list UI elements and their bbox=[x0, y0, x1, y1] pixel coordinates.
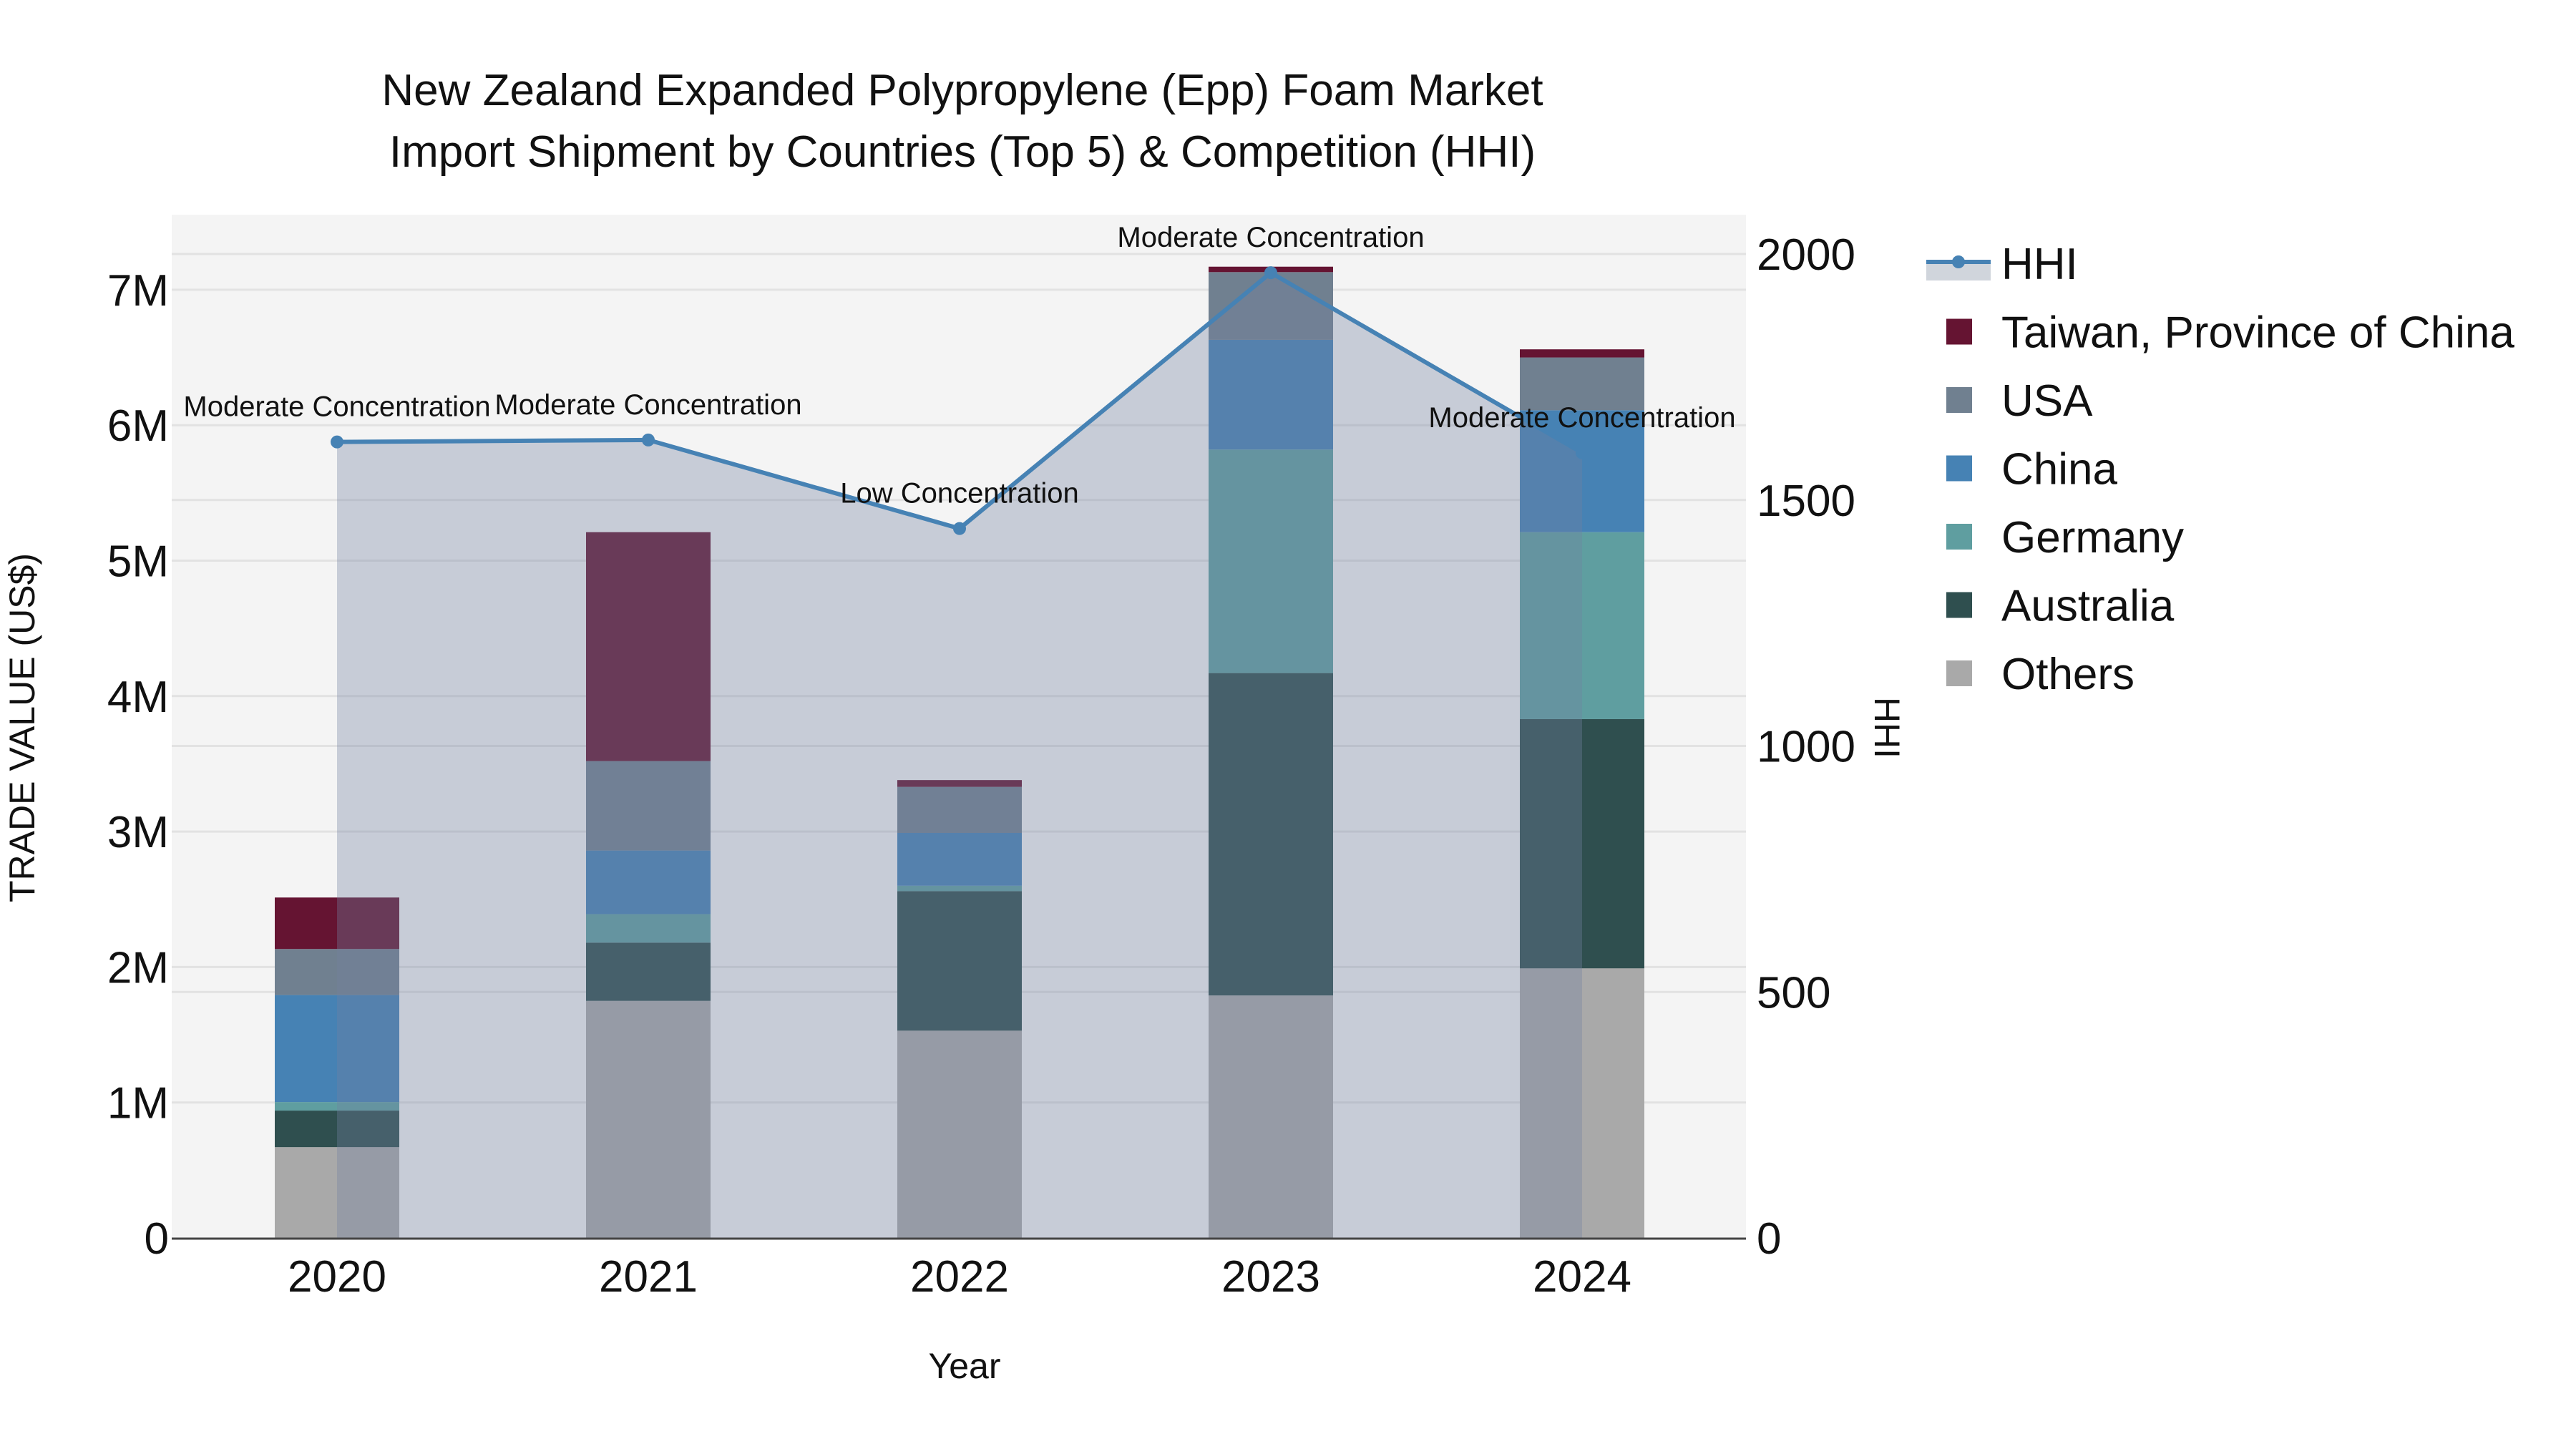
bar-segment-china-2020[interactable] bbox=[275, 995, 399, 1103]
bar-segment-australia-2022[interactable] bbox=[897, 891, 1022, 1031]
legend-label: HHI bbox=[2001, 240, 2078, 289]
chart-title-line-1: New Zealand Expanded Polypropylene (Epp)… bbox=[381, 66, 1543, 115]
bar-segment-taiwan-province-of-china-2021[interactable] bbox=[586, 532, 711, 761]
y-left-tick-label: 5M bbox=[107, 537, 169, 587]
x-tick-label-2024: 2024 bbox=[1533, 1252, 1631, 1302]
bar-segment-others-2024[interactable] bbox=[1520, 968, 1644, 1238]
hhi-marker-2021[interactable] bbox=[642, 433, 655, 447]
bar-segment-taiwan-province-of-china-2022[interactable] bbox=[897, 780, 1022, 787]
bar-segment-others-2020[interactable] bbox=[275, 1147, 399, 1238]
y-axis-right-ticks: 0 500 1000 1500 2000 bbox=[1757, 230, 1855, 1264]
hhi-annotation-2020: Moderate Concentration bbox=[183, 391, 490, 423]
y-right-tick-label: 1000 bbox=[1757, 723, 1855, 772]
bar-segment-china-2021[interactable] bbox=[586, 850, 711, 914]
legend-label: Germany bbox=[2001, 513, 2184, 562]
legend-label: China bbox=[2001, 445, 2118, 494]
bar-segment-australia-2021[interactable] bbox=[586, 942, 711, 1001]
bar-segment-germany-2021[interactable] bbox=[586, 914, 711, 943]
bar-segment-taiwan-province-of-china-2024[interactable] bbox=[1520, 349, 1644, 358]
legend-label: Australia bbox=[2001, 582, 2175, 631]
hhi-marker-2024[interactable] bbox=[1576, 446, 1589, 459]
legend-item-china[interactable]: China bbox=[1946, 445, 2118, 494]
y-axis-left-title: TRADE VALUE (US$) bbox=[2, 553, 42, 902]
legend-item-others[interactable]: Others bbox=[1946, 650, 2135, 699]
y-right-tick-label: 0 bbox=[1757, 1214, 1781, 1264]
y-left-tick-label: 4M bbox=[107, 673, 169, 722]
legend-swatch-icon bbox=[1946, 387, 1972, 413]
bar-segment-taiwan-province-of-china-2020[interactable] bbox=[275, 897, 399, 950]
bar-segment-usa-2020[interactable] bbox=[275, 949, 399, 995]
legend-item-usa[interactable]: USA bbox=[1946, 376, 2093, 426]
legend-swatch-icon bbox=[1946, 455, 1972, 482]
hhi-marker-2022[interactable] bbox=[953, 522, 966, 535]
hhi-annotation-2023: Moderate Concentration bbox=[1117, 222, 1424, 253]
legend-label: Others bbox=[2001, 650, 2135, 699]
bar-segment-germany-2022[interactable] bbox=[897, 885, 1022, 892]
hhi-annotation-2022: Low Concentration bbox=[840, 478, 1079, 509]
bar-segment-australia-2023[interactable] bbox=[1209, 673, 1333, 996]
y-left-tick-label: 7M bbox=[107, 266, 169, 316]
bar-segment-usa-2021[interactable] bbox=[586, 761, 711, 851]
hhi-series bbox=[331, 266, 1589, 1238]
y-axis-left-ticks: 0 1M 2M 3M 4M 5M 6M 7M bbox=[107, 266, 169, 1264]
x-axis-ticks: 2020 2021 2022 2023 2024 bbox=[288, 1252, 1631, 1302]
bar-segment-usa-2024[interactable] bbox=[1520, 357, 1644, 411]
bar-segment-australia-2024[interactable] bbox=[1520, 718, 1644, 969]
y-right-tick-label: 1500 bbox=[1757, 477, 1855, 526]
y-left-tick-label: 6M bbox=[107, 401, 169, 451]
bar-segment-germany-2020[interactable] bbox=[275, 1102, 399, 1111]
legend: HHI Taiwan, Province of China USA China Germ… bbox=[1926, 240, 2514, 699]
bar-segment-china-2022[interactable] bbox=[897, 832, 1022, 886]
bar-segment-germany-2024[interactable] bbox=[1520, 532, 1644, 719]
legend-item-taiwan-province-of-china[interactable]: Taiwan, Province of China bbox=[1946, 308, 2514, 358]
legend-label: Taiwan, Province of China bbox=[2001, 308, 2514, 358]
x-tick-label-2023: 2023 bbox=[1221, 1252, 1320, 1302]
legend-item-australia[interactable]: Australia bbox=[1946, 582, 2175, 631]
hhi-annotations: Moderate Concentration Moderate Concentra… bbox=[183, 222, 1735, 509]
legend-item-germany[interactable]: Germany bbox=[1946, 513, 2184, 562]
y-left-tick-label: 3M bbox=[107, 808, 169, 857]
legend-swatch-icon bbox=[1946, 592, 1972, 618]
y-right-tick-label: 500 bbox=[1757, 968, 1830, 1018]
bar-segment-australia-2020[interactable] bbox=[275, 1111, 399, 1148]
bar-segment-others-2021[interactable] bbox=[586, 1000, 711, 1238]
legend-swatch-icon bbox=[1946, 524, 1972, 550]
x-axis-title: Year bbox=[928, 1346, 1000, 1386]
x-tick-label-2020: 2020 bbox=[288, 1252, 386, 1302]
legend-label: USA bbox=[2001, 376, 2093, 426]
bar-segment-china-2023[interactable] bbox=[1209, 339, 1333, 450]
hhi-legend-marker-icon bbox=[1952, 255, 1965, 268]
x-tick-label-2021: 2021 bbox=[599, 1252, 698, 1302]
y-left-tick-label: 2M bbox=[107, 943, 169, 992]
y-axis-right-title: HHI bbox=[1867, 697, 1907, 758]
chart-title-line-2: Import Shipment by Countries (Top 5) & C… bbox=[389, 127, 1536, 177]
y-left-tick-label: 0 bbox=[145, 1214, 169, 1264]
bar-segment-others-2023[interactable] bbox=[1209, 995, 1333, 1238]
legend-swatch-icon bbox=[1946, 318, 1972, 345]
x-tick-label-2022: 2022 bbox=[910, 1252, 1009, 1302]
hhi-annotation-2021: Moderate Concentration bbox=[494, 389, 801, 421]
hhi-annotation-2024: Moderate Concentration bbox=[1428, 402, 1735, 434]
hhi-marker-2020[interactable] bbox=[331, 435, 343, 449]
hhi-area-fill bbox=[337, 273, 1582, 1238]
y-right-tick-label: 2000 bbox=[1757, 230, 1855, 280]
bar-segment-germany-2023[interactable] bbox=[1209, 449, 1333, 673]
bar-segment-usa-2022[interactable] bbox=[897, 786, 1022, 833]
y-left-tick-label: 1M bbox=[107, 1079, 169, 1128]
legend-item-hhi[interactable]: HHI bbox=[1926, 240, 2078, 289]
legend-swatch-icon bbox=[1946, 660, 1972, 686]
bar-segment-others-2022[interactable] bbox=[897, 1030, 1022, 1238]
hhi-marker-2023[interactable] bbox=[1264, 266, 1277, 280]
stacked-bars bbox=[275, 266, 1644, 1238]
